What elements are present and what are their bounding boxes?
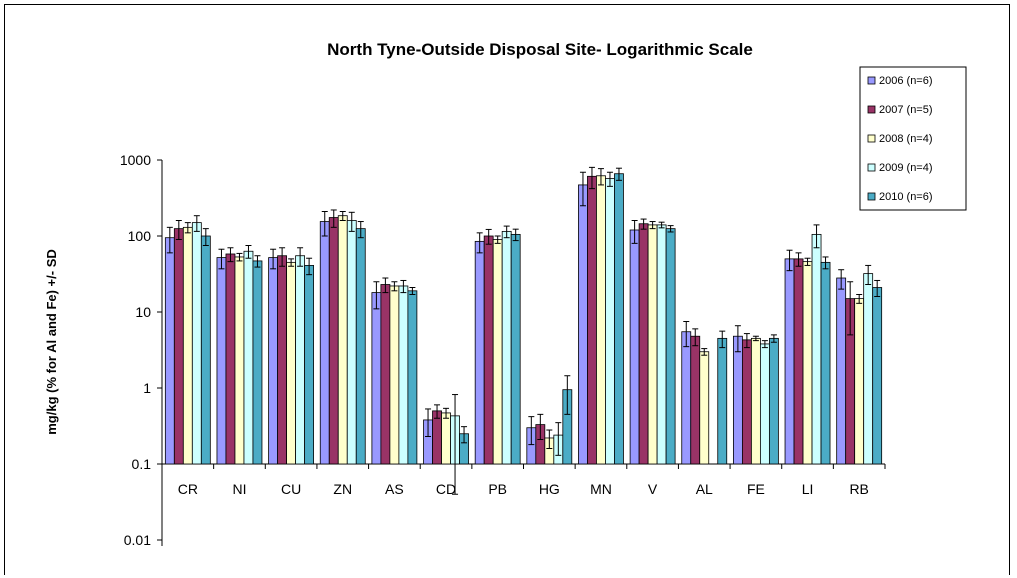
x-tick-label: PB: [488, 481, 507, 497]
bar-pb-1: [483, 235, 494, 465]
bar-rb-3: [863, 273, 874, 465]
bar-rb-2: [854, 298, 865, 465]
bar-zn-4: [355, 228, 366, 465]
bar-fe-0: [732, 335, 743, 465]
bar-li-3: [811, 233, 822, 465]
bar-ni-3: [243, 250, 254, 465]
legend-swatch-1: [867, 105, 876, 114]
bar-cu-2: [286, 261, 297, 465]
legend-box: [859, 66, 967, 211]
x-tick-label: CR: [178, 481, 198, 497]
legend-swatch-2: [867, 134, 876, 143]
legend-swatch-4: [867, 192, 876, 201]
bar-cr-2: [182, 226, 193, 465]
legend: 2006 (n=6) 2007 (n=5) 2008 (n=4) 2009 (n=4)…: [859, 66, 967, 211]
bar-zn-2: [337, 215, 348, 465]
bar-ni-2: [234, 256, 245, 465]
bar-fe-1: [741, 339, 752, 465]
bar-mn-3: [605, 178, 615, 465]
y-tick-label: 1: [143, 380, 151, 396]
bar-fe-2: [750, 337, 761, 465]
bar-cd-2: [441, 412, 451, 465]
bar-fe-3: [759, 343, 770, 465]
legend-label-2: 2008 (n=4): [879, 133, 933, 145]
bar-li-2: [802, 261, 813, 465]
bar-zn-0: [319, 221, 330, 465]
bar-fe-4: [768, 337, 779, 465]
bar-mn-0: [578, 184, 588, 465]
bar-cr-3: [191, 222, 202, 465]
bar-mn-2: [596, 175, 606, 465]
bar-rb-4: [872, 287, 883, 465]
x-tick-label: AL: [696, 481, 713, 497]
legend-label-3: 2009 (n=4): [879, 162, 933, 174]
bar-al-1: [690, 335, 701, 465]
bar-v-4: [665, 228, 676, 465]
x-tick-label: LI: [802, 481, 814, 497]
bar-al-2: [699, 351, 710, 465]
bar-as-4: [407, 290, 418, 465]
bar-v-0: [629, 229, 640, 465]
bar-v-2: [647, 224, 658, 465]
bar-mn-1: [587, 175, 597, 465]
bar-li-0: [784, 258, 795, 465]
bar-mn-4: [614, 173, 624, 465]
bar-ni-4: [252, 260, 263, 465]
y-tick-label: 0.1: [132, 456, 152, 472]
bar-cu-3: [295, 255, 306, 465]
bar-cr-0: [164, 237, 175, 465]
chart-title: North Tyne-Outside Disposal Site- Logari…: [327, 40, 753, 59]
bar-ni-1: [225, 253, 236, 465]
chart-frame: North Tyne-Outside Disposal Site- Logari…: [4, 4, 1010, 575]
bar-as-2: [389, 285, 400, 465]
bar-pb-0: [474, 240, 485, 465]
y-axis-label: mg/kg (% for Al and Fe) +/- SD: [44, 249, 59, 435]
bar-pb-3: [501, 230, 512, 465]
legend-label-1: 2007 (n=5): [879, 104, 933, 116]
x-tick-label: HG: [539, 481, 560, 497]
x-tick-label: AS: [385, 481, 404, 497]
bar-li-1: [793, 258, 804, 465]
y-tick-label: 0.01: [124, 532, 151, 548]
bar-pb-2: [492, 239, 503, 465]
bar-zn-3: [346, 220, 357, 465]
bar-v-3: [656, 224, 667, 465]
bar-al-4: [717, 337, 728, 465]
bar-pb-4: [510, 233, 521, 465]
bar-zn-1: [328, 217, 339, 465]
legend-label-4: 2010 (n=6): [879, 191, 933, 203]
bar-v-1: [638, 223, 649, 465]
bar-as-0: [371, 292, 382, 465]
x-tick-label: RB: [849, 481, 868, 497]
plot-area: 0.01 0.1 1 10 100 1000 CR NI CU ZN AS CD PB HG MN V AL FE…: [120, 152, 886, 548]
bar-cr-4: [200, 235, 211, 465]
x-tick-label: NI: [232, 481, 246, 497]
legend-swatch-3: [867, 163, 876, 172]
legend-swatch-0: [867, 76, 876, 85]
bar-rb-0: [836, 277, 847, 465]
bar-as-3: [398, 285, 409, 465]
bar-al-0: [681, 331, 692, 465]
x-tick-label: CD: [436, 481, 456, 497]
y-tick-label: 1000: [120, 152, 151, 168]
chart-svg: North Tyne-Outside Disposal Site- Logari…: [44, 40, 967, 548]
bar-cd-1: [432, 410, 442, 465]
bar-cu-0: [268, 257, 279, 465]
bar-cr-1: [173, 228, 184, 465]
x-tick-label: MN: [590, 481, 612, 497]
bar-cu-4: [304, 265, 315, 465]
bar-ni-0: [216, 257, 227, 465]
y-tick-label: 100: [128, 228, 152, 244]
bar-li-4: [820, 261, 831, 465]
x-tick-label: FE: [747, 481, 765, 497]
x-tick-label: ZN: [333, 481, 352, 497]
bar-as-1: [380, 284, 391, 465]
x-tick-label: CU: [281, 481, 301, 497]
y-tick-label: 10: [135, 304, 151, 320]
x-tick-label: V: [648, 481, 658, 497]
bar-cu-1: [277, 255, 288, 465]
legend-label-0: 2006 (n=6): [879, 75, 933, 87]
